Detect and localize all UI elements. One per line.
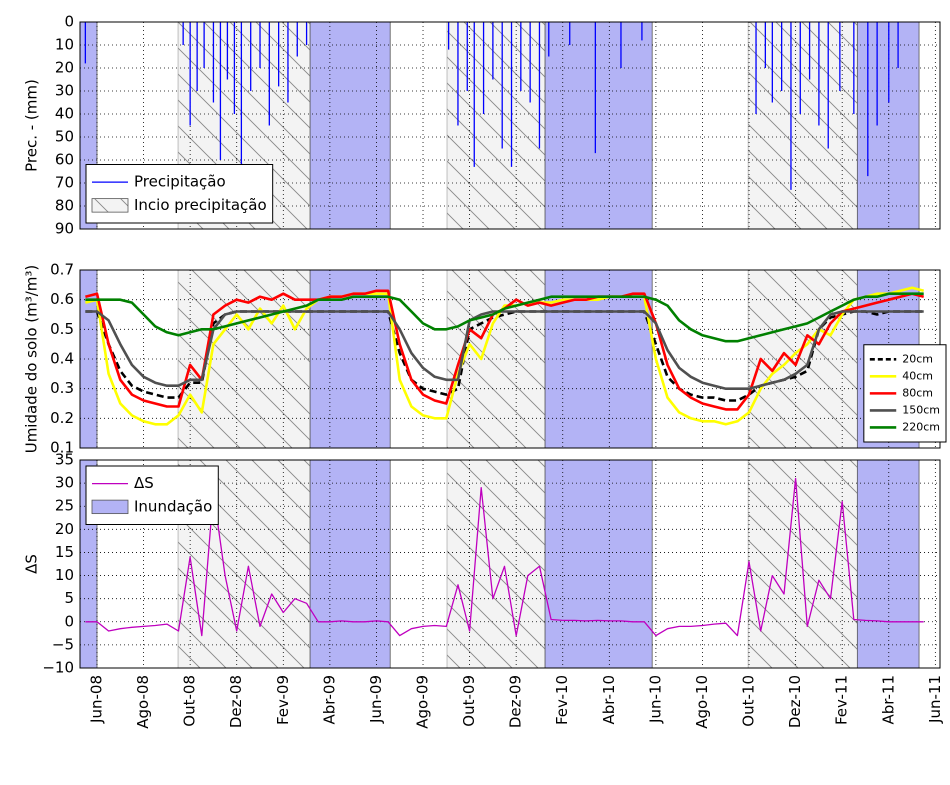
x-tick-label: Abr-10: [600, 675, 618, 725]
y-tick-label: 20: [55, 59, 74, 77]
series-line: [85, 310, 924, 390]
y-tick-label: 80: [55, 197, 74, 215]
legend-label: Incio precipitação: [134, 196, 267, 214]
flood-span: [309, 21, 391, 230]
y-tick-label: 90: [55, 220, 74, 238]
legend-label: 150cm: [902, 403, 940, 416]
y-axis-label: Umidade do solo (m³/m³): [23, 265, 41, 454]
y-tick-label: 30: [55, 82, 74, 100]
y-tick-label: 30: [55, 474, 74, 492]
onset-span: [446, 459, 546, 669]
x-tick-label: Dez-10: [786, 675, 804, 728]
legend-swatch: [91, 198, 129, 213]
y-tick-label: 0.1: [50, 439, 74, 457]
y-tick-label: −10: [42, 659, 74, 677]
y-tick-label: 50: [55, 128, 74, 146]
y-tick-label: 25: [55, 497, 74, 515]
y-axis-label: Prec. - (mm): [23, 79, 41, 172]
series-line: [85, 477, 924, 637]
flood-span: [544, 459, 653, 669]
x-tick-label: Abr-11: [879, 675, 897, 725]
y-tick-label: 5: [64, 589, 74, 607]
legend: 20cm 40cm 80cm 150cm 220cm: [863, 344, 947, 443]
flood-span: [856, 459, 920, 669]
series-line: [85, 286, 925, 426]
x-tick-label: Ago-09: [414, 675, 432, 729]
flood-span: [309, 459, 391, 669]
legend-swatch: [91, 499, 129, 515]
y-tick-label: −5: [52, 635, 74, 653]
x-tick-label: Out-10: [740, 675, 758, 727]
legend-label: 40cm: [902, 369, 933, 382]
x-tick-label: Ago-10: [693, 675, 711, 729]
y-tick-label: 0.5: [50, 320, 74, 338]
y-tick-label: 0: [64, 612, 74, 630]
y-tick-label: 60: [55, 151, 74, 169]
x-tick-label: Out-09: [460, 675, 478, 727]
series-line: [85, 292, 924, 343]
y-tick-label: 0.7: [50, 261, 74, 279]
flood-span: [544, 21, 653, 230]
plot-frame: [79, 21, 941, 230]
plot-frame: [79, 459, 941, 669]
legend-box: [85, 164, 274, 224]
x-tick-label: Fev-11: [833, 675, 851, 725]
y-tick-label: 0.6: [50, 290, 74, 308]
legend-label: 220cm: [902, 420, 940, 433]
y-axis-label: ΔS: [23, 554, 41, 574]
x-tick-label: Jun-08: [87, 675, 105, 724]
x-tick-label: Abr-09: [320, 675, 338, 725]
y-tick-label: 20: [55, 520, 74, 538]
y-tick-label: 35: [55, 451, 74, 469]
x-tick-label: Dez-09: [507, 675, 525, 728]
onset-span: [747, 21, 858, 230]
y-tick-label: 0.4: [50, 350, 74, 368]
x-tick-label: Fev-09: [274, 675, 292, 725]
y-tick-label: 15: [55, 543, 74, 561]
legend-label: 80cm: [902, 386, 933, 399]
onset-span: [446, 21, 546, 230]
x-tick-label: Fev-10: [553, 675, 571, 725]
x-tick-label: Jun-11: [926, 675, 944, 724]
y-tick-label: 40: [55, 105, 74, 123]
y-tick-label: 0.2: [50, 409, 74, 427]
legend: Precipitação Incio precipitação: [85, 164, 274, 224]
y-tick-label: 0.3: [50, 379, 74, 397]
x-tick-label: Dez-08: [227, 675, 245, 728]
y-tick-label: 10: [55, 36, 74, 54]
x-tick-label: Jun-10: [646, 675, 664, 724]
onset-span: [747, 269, 858, 449]
y-tick-label: 10: [55, 566, 74, 584]
x-tick-label: Jun-09: [367, 675, 385, 724]
legend-box: [85, 465, 219, 525]
legend-label: ΔS: [134, 474, 154, 492]
legend-label: Inundação: [134, 497, 212, 515]
y-tick-label: 0: [64, 13, 74, 31]
x-tick-label: Ago-08: [134, 675, 152, 729]
legend-label: Precipitação: [134, 173, 226, 191]
legend-label: 20cm: [902, 352, 933, 365]
x-tick-label: Out-08: [181, 675, 199, 727]
legend: ΔS Inundação: [85, 465, 219, 525]
y-tick-label: 70: [55, 174, 74, 192]
